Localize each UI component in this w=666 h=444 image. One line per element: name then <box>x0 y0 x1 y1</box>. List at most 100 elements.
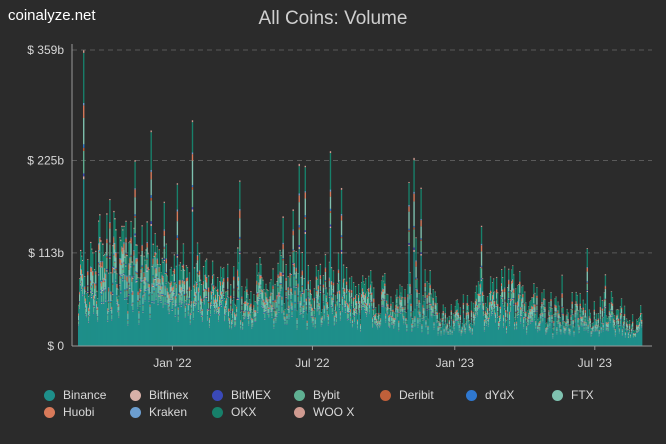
volume-bar-segment <box>277 275 279 278</box>
volume-bar-segment <box>271 313 273 317</box>
volume-bar-segment <box>265 311 267 346</box>
volume-bar-segment <box>479 294 482 296</box>
volume-bar-segment <box>83 105 85 118</box>
volume-bar-segment <box>496 306 499 312</box>
volume-bar-segment <box>479 284 482 288</box>
volume-bar-segment <box>301 293 303 346</box>
volume-bar-segment <box>227 288 229 290</box>
volume-bar-segment <box>392 316 394 318</box>
volume-bar-segment <box>290 300 292 307</box>
volume-bar-segment <box>100 261 102 263</box>
volume-bar-segment <box>166 298 168 300</box>
volume-bar-segment <box>220 304 222 346</box>
volume-bar-segment <box>179 302 182 346</box>
volume-bar-segment <box>418 302 420 308</box>
volume-bar-segment <box>511 300 513 302</box>
volume-bar-segment <box>378 325 380 346</box>
volume-bar-segment <box>181 283 184 292</box>
volume-bar-segment <box>261 289 263 292</box>
volume-bar-segment <box>322 293 325 295</box>
volume-bar-segment <box>165 272 167 274</box>
volume-bar-segment <box>163 202 165 230</box>
volume-bar-segment <box>436 303 438 313</box>
volume-bar-segment <box>392 324 394 346</box>
volume-bar-segment <box>353 308 356 312</box>
volume-bar-segment <box>513 304 515 306</box>
volume-bar-segment <box>96 303 98 309</box>
volume-bar-segment <box>409 293 411 295</box>
volume-bar-segment <box>112 266 114 269</box>
volume-bar-segment <box>479 287 482 295</box>
volume-bar-segment <box>371 306 373 307</box>
volume-bar-segment <box>510 299 512 301</box>
volume-bar-segment <box>154 267 156 269</box>
volume-bar-segment <box>206 320 209 321</box>
volume-bar-segment <box>177 321 180 346</box>
volume-bar-segment <box>165 243 167 245</box>
volume-bar-segment <box>217 315 220 321</box>
volume-bar-segment <box>151 283 153 285</box>
volume-bar-segment <box>442 320 444 346</box>
volume-bar-segment <box>483 314 486 320</box>
volume-bar-segment <box>292 229 294 231</box>
volume-bar-segment <box>186 290 189 299</box>
volume-bar-segment <box>358 301 361 304</box>
volume-bar-segment <box>121 262 123 264</box>
volume-bar-segment <box>106 214 108 239</box>
volume-bar-segment <box>466 305 469 310</box>
volume-bar-segment <box>238 290 240 292</box>
volume-bar-segment <box>101 295 103 303</box>
volume-bar-segment <box>446 324 448 328</box>
volume-bar-segment <box>86 293 88 305</box>
volume-bar-segment <box>219 300 221 307</box>
volume-bar-segment <box>179 284 182 294</box>
volume-bar-segment <box>190 290 193 301</box>
volume-bar-segment <box>222 268 224 282</box>
volume-bar-segment <box>139 306 141 346</box>
volume-bar-segment <box>183 280 186 282</box>
volume-bar-segment <box>358 293 361 295</box>
volume-bar-segment <box>381 281 383 292</box>
volume-bar-segment <box>274 283 276 285</box>
volume-bar-segment <box>172 303 175 304</box>
volume-bar-segment <box>478 295 481 302</box>
volume-bar-segment <box>524 303 526 306</box>
volume-bar-segment <box>271 316 273 318</box>
volume-bar-segment <box>533 294 535 298</box>
volume-bar-segment <box>304 230 306 232</box>
volume-bar-segment <box>266 300 268 306</box>
volume-bar-segment <box>203 288 206 290</box>
volume-bar-segment <box>92 284 94 286</box>
volume-bar-segment <box>92 270 94 272</box>
volume-bar-segment <box>132 310 134 311</box>
volume-bar-segment <box>238 277 240 281</box>
volume-bar-segment <box>239 254 241 346</box>
volume-bar-segment <box>233 297 235 298</box>
volume-bar-segment <box>229 320 231 325</box>
volume-bar-segment <box>236 299 238 307</box>
volume-bar-segment <box>401 286 403 297</box>
volume-bar-segment <box>504 267 506 288</box>
volume-bar-segment <box>204 288 207 290</box>
volume-bar-segment <box>345 284 348 293</box>
volume-bar-segment <box>78 313 80 316</box>
volume-bar-segment <box>79 291 81 293</box>
volume-bar-segment <box>390 311 392 312</box>
volume-bar-segment <box>256 294 258 302</box>
volume-bar-segment <box>104 281 106 288</box>
volume-bar-segment <box>163 230 165 236</box>
volume-bar-segment <box>298 245 300 247</box>
volume-bar-segment <box>271 292 273 294</box>
volume-bar-segment <box>453 327 456 330</box>
volume-bar-segment <box>319 278 322 285</box>
volume-bar-segment <box>513 305 515 346</box>
volume-bar-segment <box>432 298 434 301</box>
volume-bar-segment <box>228 308 230 309</box>
volume-bar-segment <box>146 259 148 270</box>
volume-bar-segment <box>190 313 193 315</box>
volume-bar-segment <box>130 254 132 256</box>
volume-bar-segment <box>280 255 282 273</box>
volume-bar-segment <box>369 313 371 346</box>
volume-bar-segment <box>84 295 86 302</box>
